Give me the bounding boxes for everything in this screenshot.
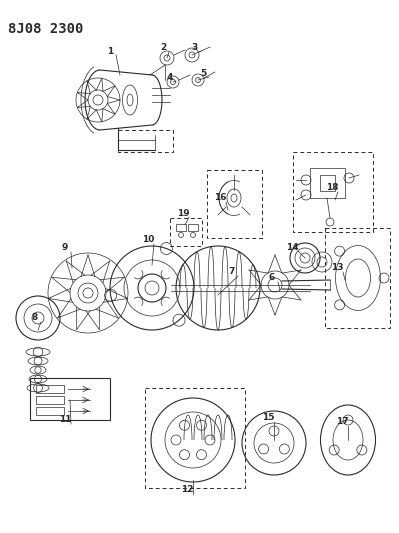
Bar [207, 170, 262, 238]
Bar [176, 224, 186, 231]
Text: 12: 12 [181, 486, 193, 495]
Text: 5: 5 [200, 69, 206, 77]
Bar [320, 175, 335, 191]
Bar [36, 407, 64, 415]
Text: 10: 10 [142, 236, 154, 245]
Text: 13: 13 [331, 263, 343, 272]
Bar [36, 396, 64, 404]
Text: 8: 8 [32, 313, 38, 322]
Text: 16: 16 [214, 193, 226, 203]
Text: 8J08 2300: 8J08 2300 [8, 22, 83, 36]
Text: 18: 18 [326, 183, 338, 192]
Text: 19: 19 [177, 208, 189, 217]
Bar [145, 388, 245, 488]
Text: 2: 2 [160, 44, 166, 52]
Text: 1: 1 [107, 46, 113, 55]
Bar [188, 224, 198, 231]
Text: 11: 11 [59, 416, 71, 424]
Text: 9: 9 [62, 244, 68, 253]
Text: 3: 3 [192, 43, 198, 52]
Bar [310, 168, 345, 198]
Bar [170, 218, 202, 246]
Bar [36, 385, 64, 393]
Bar [325, 228, 390, 328]
Text: 7: 7 [229, 268, 235, 277]
Bar [118, 130, 173, 152]
Text: 17: 17 [336, 417, 348, 426]
Bar [30, 378, 110, 420]
Text: 14: 14 [286, 243, 298, 252]
Bar [293, 152, 373, 232]
Text: 15: 15 [262, 414, 274, 423]
Text: 6: 6 [269, 273, 275, 282]
Text: 4: 4 [167, 72, 173, 82]
